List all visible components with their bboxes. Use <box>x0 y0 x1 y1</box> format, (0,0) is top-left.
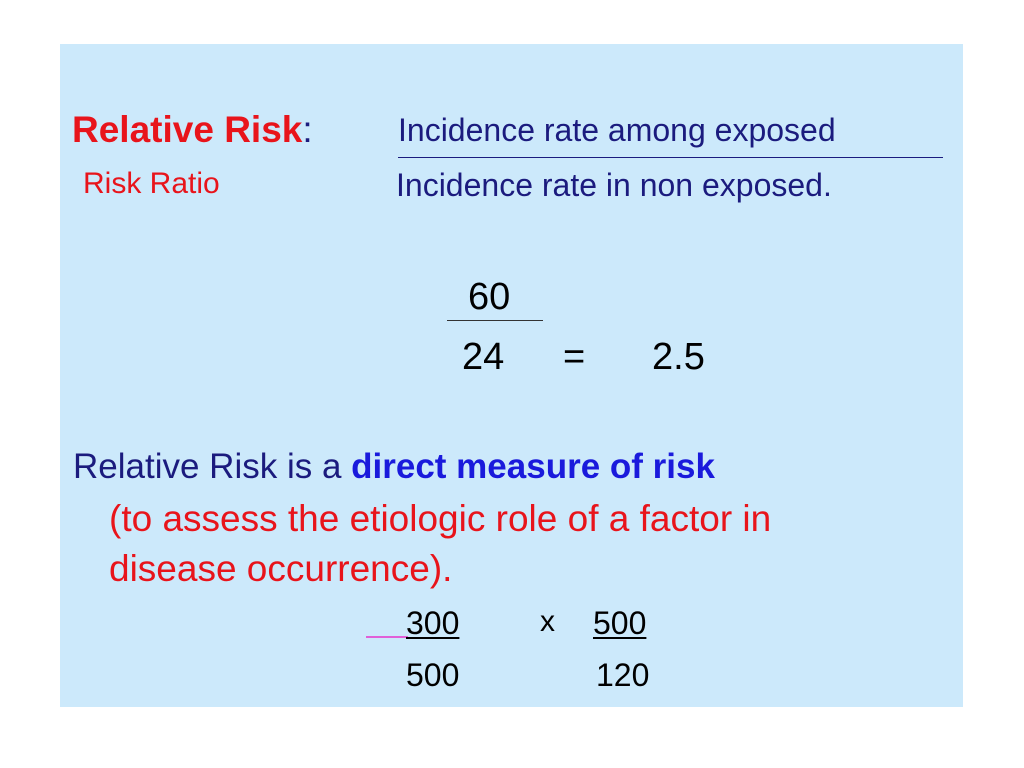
odds-times: x <box>540 605 555 638</box>
formula-title: Relative Risk <box>72 109 303 150</box>
odds-left-numerator: 300 <box>406 605 460 641</box>
statement-prefix: Relative Risk is a <box>73 447 352 486</box>
example-numerator: 60 <box>468 276 511 318</box>
formula-fraction-bar <box>398 157 943 158</box>
formula-subtitle: Risk Ratio <box>83 167 220 200</box>
example-result: 2.5 <box>652 336 705 378</box>
odds-right-denominator: 120 <box>596 657 650 693</box>
example-equals: = <box>563 336 586 378</box>
formula-numerator: Incidence rate among exposed <box>398 112 836 148</box>
example-denominator: 24 <box>462 336 505 378</box>
statement-detail-line1: (to assess the etiologic role of a facto… <box>109 498 772 539</box>
pink-underline <box>366 636 408 638</box>
statement-emphasis: direct measure of risk <box>351 447 715 486</box>
odds-left-denominator: 500 <box>406 657 460 693</box>
formula-denominator: Incidence rate in non exposed. <box>396 167 832 203</box>
odds-right-numerator: 500 <box>593 605 647 641</box>
example-fraction-bar <box>447 320 543 321</box>
slide: Relative Risk: Risk Ratio Incidence rate… <box>60 44 963 707</box>
statement-line1: Relative Risk is a direct measure of ris… <box>73 449 715 484</box>
statement-detail-line2: disease occurrence). <box>109 548 453 589</box>
formula-title-line: Relative Risk: <box>72 111 313 148</box>
formula-colon: : <box>302 109 313 150</box>
